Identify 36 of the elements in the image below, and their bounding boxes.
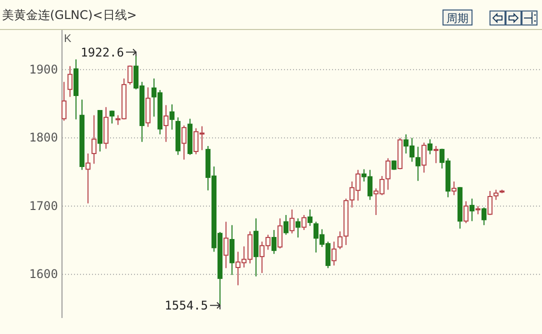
- candlestick: [86, 153, 90, 204]
- y-tick-label: 1800: [29, 130, 58, 145]
- candlestick: [170, 104, 174, 130]
- text: 周期: [446, 12, 468, 25]
- y-tick-label: 1700: [29, 198, 58, 213]
- candlestick: [164, 104, 168, 142]
- candlestick: [92, 114, 96, 164]
- candlestick: [308, 208, 312, 226]
- candlestick: [182, 125, 186, 160]
- candlestick: [272, 229, 276, 254]
- candlestick: [338, 230, 342, 250]
- candlestick: [464, 200, 468, 224]
- candlestick: [68, 66, 72, 98]
- candlestick: [428, 138, 432, 155]
- candlestick: [230, 224, 234, 276]
- candlestick: [422, 142, 426, 174]
- candlestick: [302, 214, 306, 230]
- y-tick-label: 1900: [29, 62, 58, 76]
- candlestick: [128, 64, 132, 86]
- candlestick: [482, 206, 486, 226]
- candlestick: [290, 208, 294, 234]
- y-axis-title: K: [64, 33, 72, 45]
- candlestick: [470, 198, 474, 222]
- candlestick: [296, 218, 300, 238]
- candlestick: [332, 241, 336, 266]
- candlestick: [452, 181, 456, 196]
- candlestick: [110, 110, 114, 124]
- candlestick: [284, 214, 288, 236]
- candlestick: [62, 81, 66, 122]
- annotation: 1554.5: [164, 298, 208, 313]
- candlestick: [434, 146, 438, 164]
- y-tick-label: 1600: [29, 267, 58, 282]
- candlestick: [278, 218, 282, 249]
- chart-title: 美黄金连(GLNC)<日线>: [2, 8, 137, 22]
- annotation: 1922.6: [80, 45, 124, 60]
- candlestick: [224, 221, 228, 269]
